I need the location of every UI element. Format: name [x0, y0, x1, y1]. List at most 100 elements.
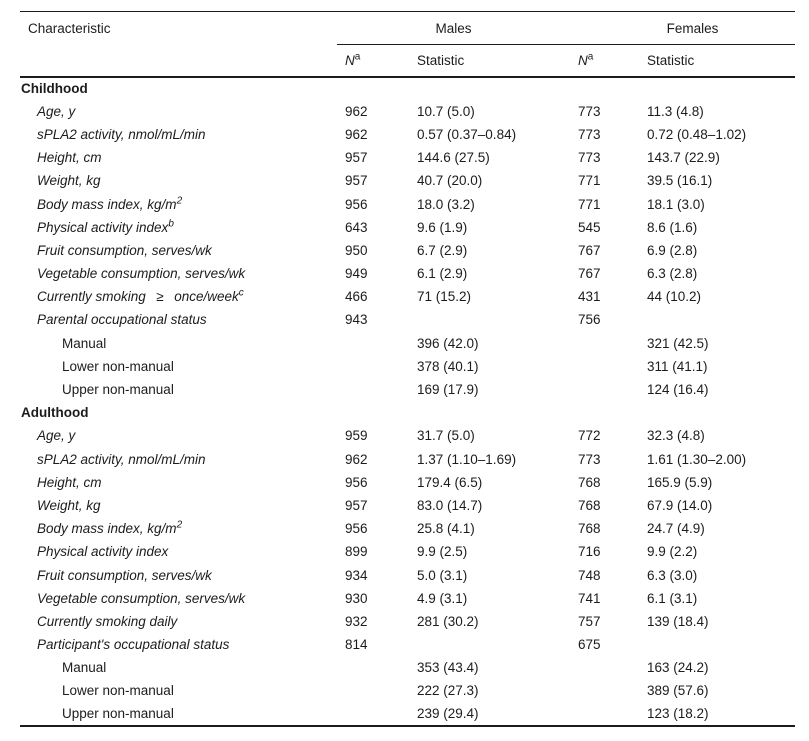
females-statistic: 6.3 (3.0)	[647, 567, 698, 583]
females-n: 757	[578, 613, 601, 629]
row-label: sPLA2 activity, nmol/mL/min	[37, 451, 206, 467]
table-row: Currently smoking ≥ once/weekc 466 71 (15.…	[20, 285, 795, 308]
table-row: Fruit consumption, serves/wk 950 6.7 (2.9)…	[20, 239, 795, 262]
males-n: 957	[345, 173, 368, 189]
males-n	[337, 332, 410, 355]
males-statistic: 71 (15.2)	[417, 289, 472, 305]
females-statistic: 163 (24.2)	[647, 660, 709, 676]
females-statistic: 143.7 (22.9)	[647, 150, 720, 166]
males-statistic: 25.8 (4.1)	[417, 521, 475, 537]
table-row: Upper non-manual 169 (17.9) 124 (16.4)	[20, 378, 795, 401]
females-statistic: 0.72 (0.48–1.02)	[647, 126, 747, 142]
males-n: 932	[345, 613, 368, 629]
row-label: sPLA2 activity, nmol/mL/min	[37, 126, 206, 142]
females-n	[570, 703, 640, 726]
table-row: Body mass index, kg/m2 956 18.0 (3.2) 771 18…	[20, 192, 795, 215]
males-statistic: 10.7 (5.0)	[417, 103, 475, 119]
females-statistic: 1.61 (1.30–2.00)	[647, 451, 747, 467]
table-row: Currently smoking daily 932 281 (30.2) 757 1…	[20, 610, 795, 633]
section-header-row: Adulthood	[20, 401, 795, 424]
females-statistic: 24.7 (4.9)	[647, 521, 705, 537]
row-label: Body mass index, kg/m2	[37, 519, 183, 537]
males-statistic: 239 (29.4)	[417, 706, 479, 722]
row-label: Lower non-manual	[62, 683, 174, 699]
row-label: Manual	[62, 660, 107, 676]
table-row: Lower non-manual 378 (40.1) 311 (41.1)	[20, 355, 795, 378]
row-label: Manual	[62, 335, 107, 351]
footnote-marker: c	[238, 287, 244, 299]
table-row: Physical activity index 899 9.9 (2.5) 716 9.…	[20, 540, 795, 563]
females-statistic: 32.3 (4.8)	[647, 428, 705, 444]
males-statistic: 18.0 (3.2)	[417, 196, 475, 212]
males-n: 934	[345, 567, 368, 583]
males-statistic: 0.57 (0.37–0.84)	[417, 126, 517, 142]
col-header-males-statistic: Statistic	[410, 44, 571, 78]
section-header-row: Childhood	[20, 77, 795, 100]
col-header-empty	[20, 44, 337, 78]
males-n: 643	[345, 219, 368, 235]
males-statistic: 5.0 (3.1)	[417, 567, 468, 583]
females-statistic: 44 (10.2)	[647, 289, 702, 305]
table-row: Height, cm 957 144.6 (27.5) 773 143.7 (22.9)	[20, 146, 795, 169]
table-row: Age, y 962 10.7 (5.0) 773 11.3 (4.8)	[20, 100, 795, 123]
n-label: N	[578, 52, 588, 68]
row-label: Height, cm	[37, 150, 102, 166]
males-n: 930	[345, 590, 368, 606]
sub-header-row: Na Statistic Na Statistic	[20, 44, 796, 78]
females-n: 716	[578, 544, 601, 560]
males-n: 814	[345, 637, 368, 653]
row-label: Upper non-manual	[62, 382, 174, 398]
col-group-header-males: Males	[337, 11, 571, 45]
table-row: Physical activity indexb 643 9.6 (1.9) 545 8…	[20, 216, 795, 239]
table-row: Fruit consumption, serves/wk 934 5.0 (3.1)…	[20, 563, 795, 586]
females-n	[570, 656, 640, 679]
row-label: Currently smoking daily	[37, 613, 178, 629]
females-statistic: 18.1 (3.0)	[647, 196, 705, 212]
row-label: Weight, kg	[37, 497, 101, 513]
table-row: Lower non-manual 222 (27.3) 389 (57.6)	[20, 679, 795, 702]
table-row: Upper non-manual 239 (29.4) 123 (18.2)	[20, 703, 795, 726]
row-label: Body mass index, kg/m2	[37, 195, 183, 212]
section-title: Childhood	[21, 81, 88, 97]
table-row: Vegetable consumption, serves/wk 930 4.9 (…	[20, 587, 795, 610]
males-n: 956	[345, 521, 368, 537]
col-group-header-females: Females	[570, 11, 796, 45]
males-statistic	[410, 633, 570, 656]
col-header-characteristic: Characteristic	[28, 20, 111, 36]
table-row: Weight, kg 957 83.0 (14.7) 768 67.9 (14.0)	[20, 494, 795, 517]
group-header-row: Characteristic Males Females	[20, 11, 796, 45]
table-row: Weight, kg 957 40.7 (20.0) 771 39.5 (16.1)	[20, 169, 795, 192]
females-n: 756	[578, 312, 601, 328]
females-n: 773	[578, 103, 601, 119]
males-statistic: 9.9 (2.5)	[417, 544, 468, 560]
males-n: 962	[345, 103, 368, 119]
row-label: Currently smoking ≥ once/weekc	[37, 287, 244, 305]
table-row: Vegetable consumption, serves/wk 949 6.1 (…	[20, 262, 795, 285]
characteristics-table: Characteristic Males Females Na Statisti…	[20, 11, 796, 727]
females-n: 767	[578, 266, 601, 282]
males-n: 956	[345, 474, 368, 490]
females-n: 773	[578, 150, 601, 166]
row-label: Lower non-manual	[62, 358, 174, 374]
row-label: Age, y	[37, 103, 76, 119]
females-statistic: 389 (57.6)	[647, 683, 709, 699]
females-statistic: 39.5 (16.1)	[647, 173, 713, 189]
females-statistic: 124 (16.4)	[647, 382, 709, 398]
females-n: 545	[578, 219, 601, 235]
table-row: Height, cm 956 179.4 (6.5) 768 165.9 (5.9)	[20, 471, 795, 494]
females-statistic: 123 (18.2)	[647, 706, 709, 722]
col-header-females-statistic: Statistic	[640, 44, 796, 78]
males-statistic: 40.7 (20.0)	[417, 173, 483, 189]
row-label: Fruit consumption, serves/wk	[37, 242, 212, 258]
males-statistic: 6.1 (2.9)	[417, 266, 468, 282]
females-n: 767	[578, 242, 601, 258]
males-n	[337, 703, 410, 726]
females-statistic: 6.1 (3.1)	[647, 590, 698, 606]
females-statistic: 6.9 (2.8)	[647, 242, 698, 258]
females-statistic: 6.3 (2.8)	[647, 266, 698, 282]
females-n	[570, 378, 640, 401]
females-n: 675	[578, 637, 601, 653]
table-row: Manual 353 (43.4) 163 (24.2)	[20, 656, 795, 679]
males-statistic: 169 (17.9)	[417, 382, 479, 398]
table-header: Characteristic Males Females Na Statisti…	[20, 11, 796, 78]
